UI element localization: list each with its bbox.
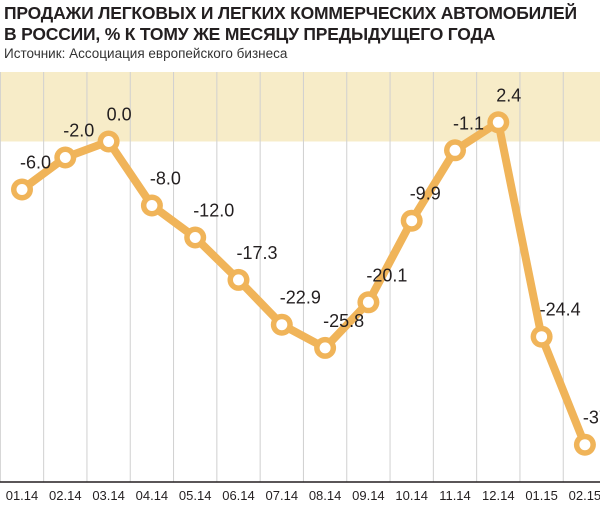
x-tick-label: 06.14: [222, 488, 255, 503]
x-tick-label: 12.14: [482, 488, 515, 503]
x-tick-label: 07.14: [266, 488, 299, 503]
x-tick-label: 01.14: [6, 488, 39, 503]
x-tick-label: 08.14: [309, 488, 342, 503]
data-points: [11, 111, 596, 456]
data-label: -24.4: [540, 300, 581, 320]
data-point-center: [103, 136, 115, 147]
chart-title: ПРОДАЖИ ЛЕГКОВЫХ И ЛЕГКИХ КОММЕРЧЕСКИХ А…: [4, 3, 577, 44]
data-point-center: [449, 144, 461, 156]
x-tick-label: 01.15: [525, 488, 558, 503]
data-label: -22.9: [280, 288, 321, 308]
x-tick-labels: 01.14 02.14 03.14 04.14 05.14 06.14 07.14 08.14…: [6, 488, 600, 503]
data-label: -8.0: [150, 169, 181, 189]
data-label: -37.9: [583, 408, 600, 428]
x-tick-label: 02.15: [569, 488, 600, 503]
data-label: -1.1: [453, 113, 484, 133]
data-label: -20.1: [366, 265, 407, 285]
grid-lines: [0, 72, 564, 482]
data-point-center: [59, 152, 71, 163]
x-tick-label: 03.14: [92, 488, 125, 503]
data-label: -25.8: [323, 311, 364, 331]
x-tick-label: 11.14: [439, 488, 471, 503]
data-point-center: [233, 274, 244, 286]
chart-source: Источник: Ассоциация европейского бизнес…: [4, 46, 288, 61]
data-point-center: [189, 232, 201, 243]
data-label: 0.0: [107, 105, 132, 125]
data-label: -12.0: [193, 201, 234, 221]
data-label: -2.0: [63, 121, 94, 141]
data-point-center: [579, 439, 591, 451]
data-point-center: [146, 200, 158, 211]
data-point-center: [362, 296, 374, 308]
data-point-center: [276, 319, 288, 331]
data-point-center: [406, 215, 418, 227]
x-tick-label: 05.14: [179, 488, 212, 503]
data-label: -17.3: [237, 243, 278, 263]
data-label: -6.0: [20, 153, 51, 173]
x-tick-label: 10.14: [395, 488, 428, 503]
data-label: 2.4: [496, 85, 521, 105]
data-point-center: [16, 184, 28, 195]
x-tick-label: 04.14: [136, 488, 169, 503]
x-tick-label: 09.14: [352, 488, 385, 503]
data-label: -9.9: [410, 184, 441, 204]
data-labels: -6.0 -2.0 0.0 -8.0 -12.0 -17.3 -22.9-25.8 -20.1…: [20, 85, 600, 427]
x-tick-label: 02.14: [49, 488, 82, 503]
data-point-center: [492, 116, 504, 128]
data-point-center: [536, 331, 548, 343]
data-point-center: [319, 342, 331, 354]
